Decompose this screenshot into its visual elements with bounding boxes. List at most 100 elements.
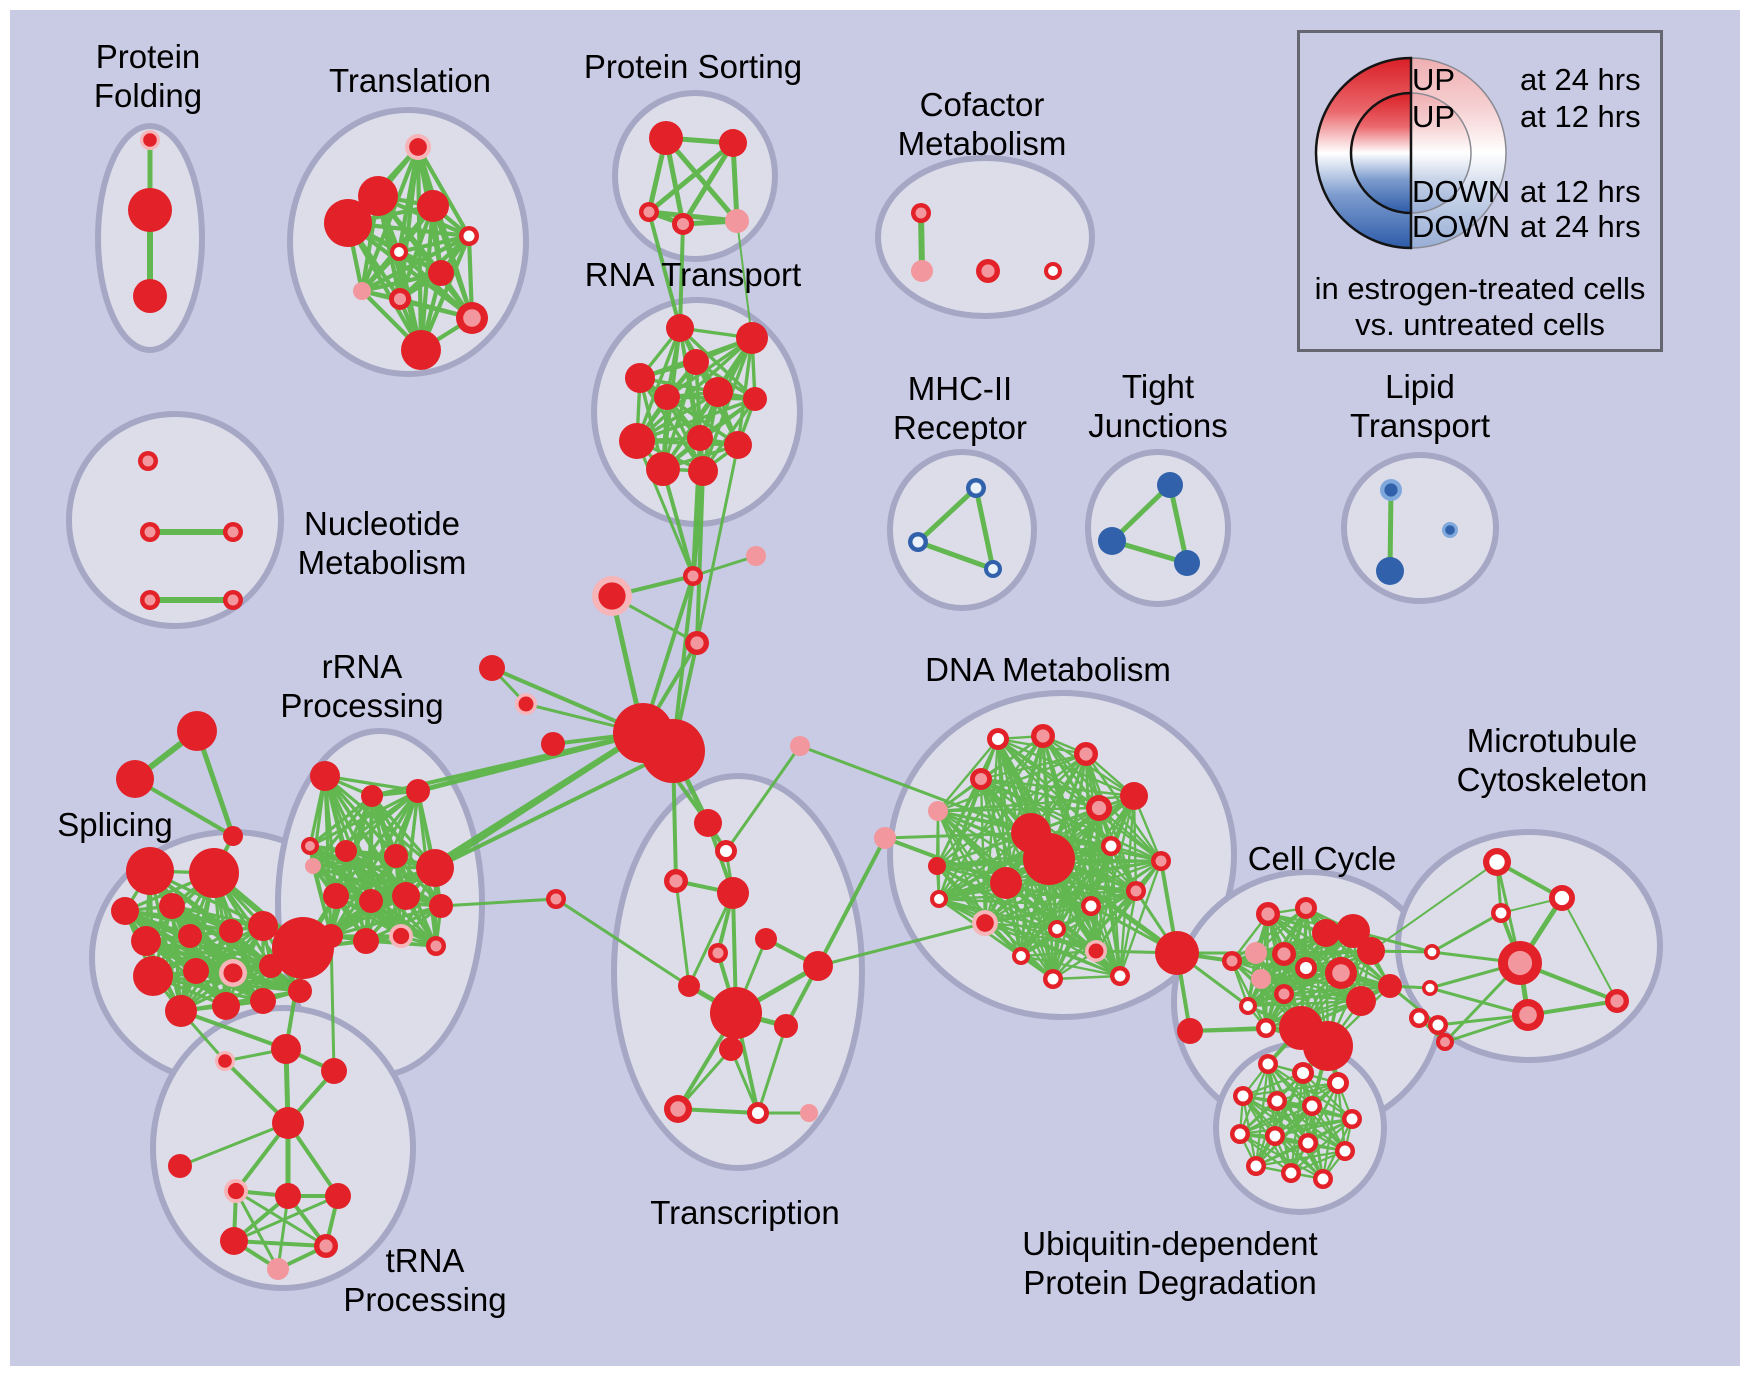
node[interactable] <box>1222 951 1242 971</box>
node[interactable] <box>288 979 312 1003</box>
node[interactable] <box>972 910 998 936</box>
node[interactable] <box>224 1179 248 1203</box>
node[interactable] <box>719 129 747 157</box>
node[interactable] <box>1292 1062 1314 1084</box>
node[interactable] <box>168 1154 192 1178</box>
node[interactable] <box>390 243 408 261</box>
node[interactable] <box>116 760 154 798</box>
node[interactable] <box>666 314 694 342</box>
node[interactable] <box>426 936 446 956</box>
node[interactable] <box>353 928 379 954</box>
node[interactable] <box>990 867 1022 899</box>
node[interactable] <box>654 384 680 410</box>
node[interactable] <box>908 532 928 552</box>
node[interactable] <box>406 779 430 803</box>
node[interactable] <box>1074 742 1098 766</box>
node[interactable] <box>1233 1086 1253 1106</box>
node[interactable] <box>685 631 709 655</box>
node[interactable] <box>189 848 239 898</box>
node[interactable] <box>389 924 413 948</box>
node[interactable] <box>678 975 700 997</box>
node[interactable] <box>1256 1018 1276 1038</box>
node[interactable] <box>1155 931 1199 975</box>
node[interactable] <box>1081 896 1101 916</box>
node[interactable] <box>1245 942 1267 964</box>
node[interactable] <box>1422 980 1438 996</box>
node[interactable] <box>1272 942 1296 966</box>
node[interactable] <box>128 188 172 232</box>
node[interactable] <box>1023 833 1075 885</box>
node[interactable] <box>743 387 767 411</box>
node[interactable] <box>250 988 276 1014</box>
node[interactable] <box>719 1037 743 1061</box>
node[interactable] <box>672 213 694 235</box>
node[interactable] <box>1258 1054 1278 1074</box>
node[interactable] <box>708 943 728 963</box>
node[interactable] <box>1174 550 1200 576</box>
node[interactable] <box>1239 997 1257 1015</box>
node[interactable] <box>389 288 411 310</box>
node[interactable] <box>625 363 655 393</box>
node[interactable] <box>416 849 454 887</box>
node[interactable] <box>140 590 160 610</box>
node[interactable] <box>1126 881 1146 901</box>
node[interactable] <box>746 546 766 566</box>
node[interactable] <box>688 456 718 486</box>
node[interactable] <box>272 1107 304 1139</box>
node[interactable] <box>928 857 946 875</box>
node[interactable] <box>1302 1096 1322 1116</box>
node[interactable] <box>1157 472 1183 498</box>
node[interactable] <box>1325 957 1357 989</box>
node[interactable] <box>970 768 992 790</box>
node[interactable] <box>417 190 449 222</box>
node[interactable] <box>1378 974 1402 998</box>
node[interactable] <box>1281 1163 1301 1183</box>
node[interactable] <box>774 1014 798 1038</box>
node[interactable] <box>183 958 209 984</box>
node[interactable] <box>353 282 371 300</box>
node[interactable] <box>710 987 762 1039</box>
node[interactable] <box>159 893 185 919</box>
node[interactable] <box>984 560 1002 578</box>
node[interactable] <box>987 728 1009 750</box>
node[interactable] <box>1342 1109 1362 1129</box>
node[interactable] <box>703 377 733 407</box>
node[interactable] <box>219 959 247 987</box>
node[interactable] <box>384 844 408 868</box>
node[interactable] <box>1313 1169 1333 1189</box>
node[interactable] <box>641 719 705 783</box>
node[interactable] <box>177 711 217 751</box>
node[interactable] <box>1512 999 1544 1031</box>
node[interactable] <box>220 1227 248 1255</box>
node[interactable] <box>272 917 334 979</box>
node[interactable] <box>966 478 986 498</box>
node[interactable] <box>976 259 1000 283</box>
node[interactable] <box>1336 914 1370 948</box>
node[interactable] <box>911 260 933 282</box>
node[interactable] <box>267 1258 289 1280</box>
node[interactable] <box>1120 782 1148 810</box>
node[interactable] <box>1298 1133 1318 1153</box>
node[interactable] <box>911 203 931 223</box>
node[interactable] <box>687 425 713 451</box>
node[interactable] <box>223 522 243 542</box>
node[interactable] <box>219 919 243 943</box>
node[interactable] <box>126 847 174 895</box>
node[interactable] <box>479 655 505 681</box>
node[interactable] <box>223 590 243 610</box>
node[interactable] <box>1428 1015 1448 1035</box>
node[interactable] <box>1312 919 1340 947</box>
node[interactable] <box>131 926 161 956</box>
node[interactable] <box>546 889 566 909</box>
node[interactable] <box>178 924 202 948</box>
node[interactable] <box>1012 947 1030 965</box>
node[interactable] <box>428 260 454 286</box>
node[interactable] <box>323 883 349 909</box>
node[interactable] <box>1274 984 1294 1004</box>
node[interactable] <box>747 1102 769 1124</box>
node[interactable] <box>1246 1156 1266 1176</box>
node[interactable] <box>592 576 632 616</box>
node[interactable] <box>664 869 688 893</box>
node[interactable] <box>646 452 680 486</box>
node[interactable] <box>321 1058 347 1084</box>
